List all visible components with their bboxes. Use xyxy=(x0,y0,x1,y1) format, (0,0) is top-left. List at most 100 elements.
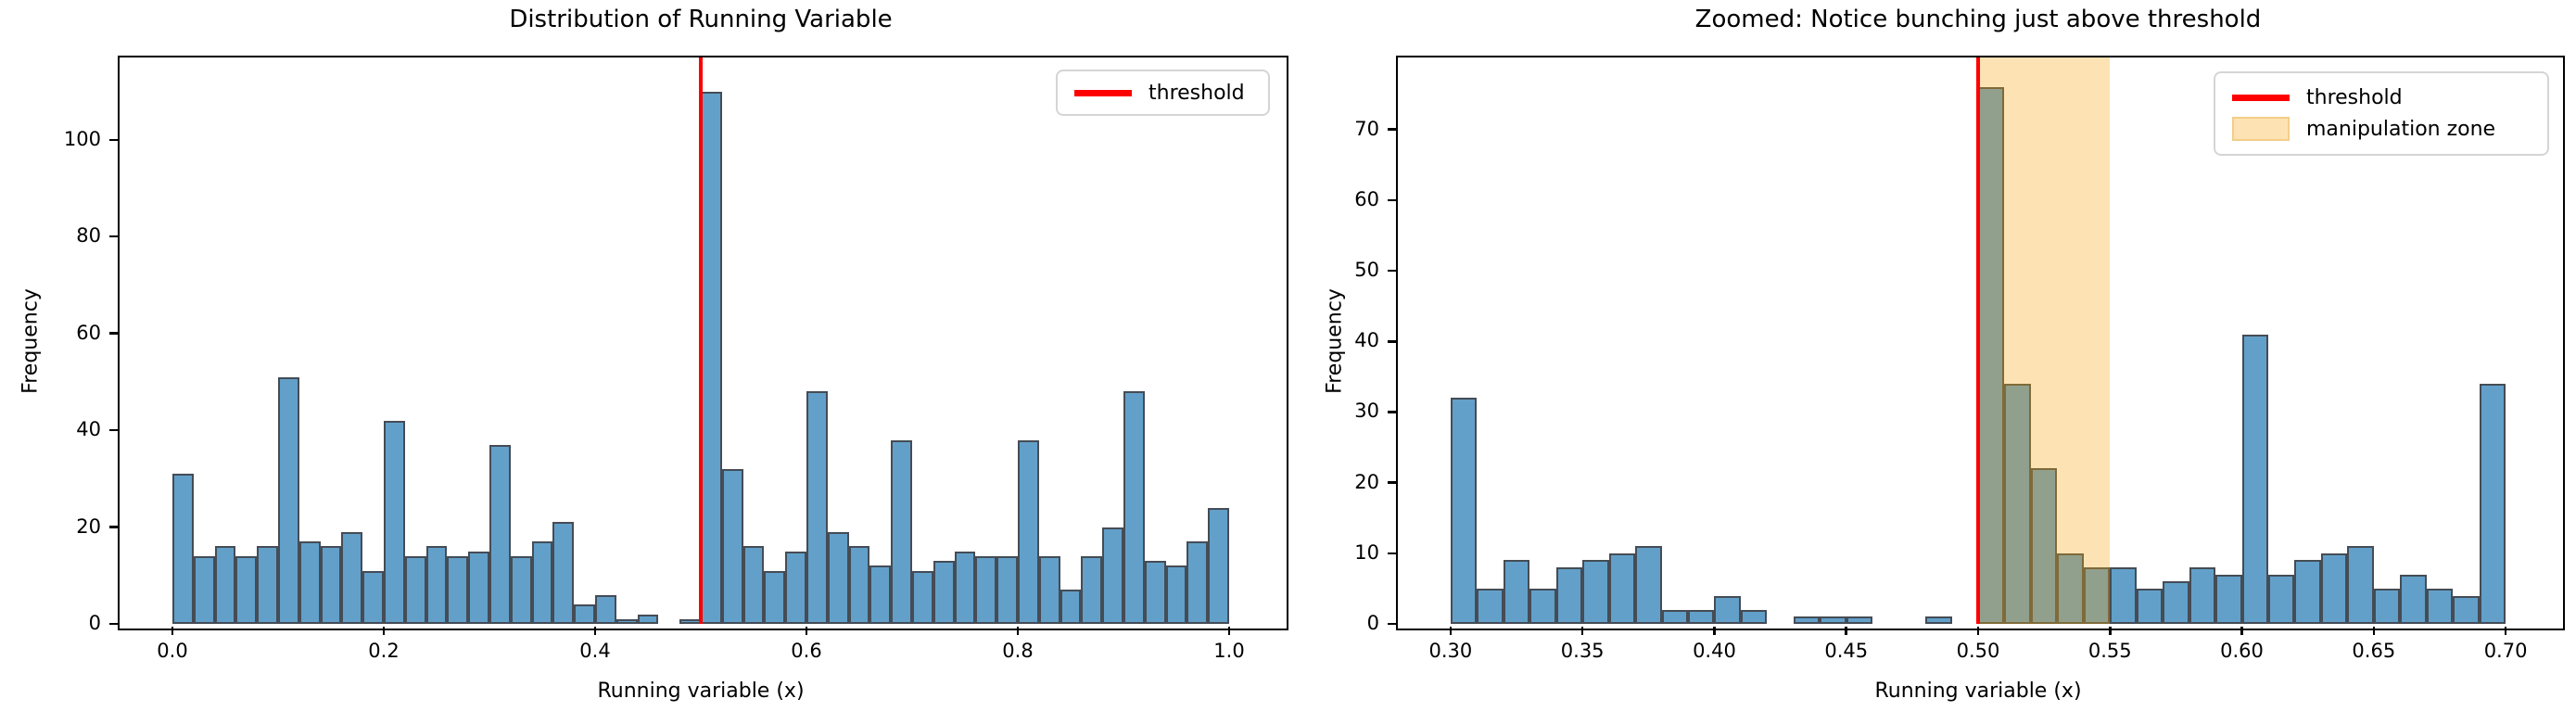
left-histogram-bar xyxy=(257,546,278,624)
right-y-tick-mark xyxy=(1387,481,1396,484)
left-y-tick-label: 80 xyxy=(76,224,101,248)
left-y-tick-mark xyxy=(108,622,118,626)
right-histogram-bar xyxy=(1477,588,1504,624)
left-histogram-bar xyxy=(531,541,553,624)
left-histogram-bar xyxy=(1102,527,1123,624)
right-histogram-bar xyxy=(2215,574,2242,624)
right-histogram-bar xyxy=(1925,616,1952,624)
right-y-tick-mark xyxy=(1387,411,1396,413)
right-x-tick-mark xyxy=(2504,626,2507,635)
right-histogram-bar xyxy=(1555,567,1583,624)
left-histogram-bar xyxy=(721,468,743,624)
right-plot-title: Zoomed: Notice bunching just above thres… xyxy=(1694,6,2262,33)
left-x-tick-mark xyxy=(1227,626,1231,635)
right-y-tick-label: 70 xyxy=(1354,117,1379,140)
right-histogram-bar xyxy=(2400,574,2427,624)
right-threshold-line xyxy=(1976,57,1980,624)
left-histogram-bar xyxy=(404,555,426,624)
legend-label-threshold: threshold xyxy=(2306,86,2403,109)
right-x-tick-label: 0.65 xyxy=(2352,640,2396,662)
left-x-tick-label: 0.0 xyxy=(157,640,188,662)
right-x-tick-label: 0.55 xyxy=(2087,640,2132,662)
right-histogram-bar xyxy=(1688,609,1715,624)
right-y-tick-label: 0 xyxy=(1366,612,1379,634)
left-y-tick-mark xyxy=(108,138,118,142)
left-x-tick-mark xyxy=(382,626,386,635)
left-y-tick-mark xyxy=(108,332,118,335)
right-y-tick-mark xyxy=(1387,198,1396,202)
right-histogram-bar xyxy=(2163,581,2189,624)
right-plot-legend: threshold manipulation zone xyxy=(2214,71,2549,156)
right-histogram-bar xyxy=(2426,588,2454,624)
right-x-tick-label: 0.70 xyxy=(2483,640,2528,662)
left-histogram-bar xyxy=(912,570,933,624)
right-y-tick-mark xyxy=(1387,128,1396,131)
right-histogram-bar xyxy=(2347,546,2374,624)
legend-label-threshold: threshold xyxy=(1148,81,1245,105)
legend-label-manipulation-zone: manipulation zone xyxy=(2306,117,2496,141)
legend-row-threshold: threshold xyxy=(1074,82,1253,105)
left-histogram-bar xyxy=(615,618,638,624)
left-histogram-bar xyxy=(320,546,342,624)
left-histogram-bar xyxy=(701,91,722,624)
left-y-tick-mark xyxy=(108,428,118,432)
right-x-tick-mark xyxy=(1449,626,1453,635)
left-y-tick-mark xyxy=(108,526,118,528)
left-x-tick-label: 0.8 xyxy=(1002,640,1034,662)
right-histogram-bar xyxy=(1846,616,1873,624)
right-histogram-bar xyxy=(2030,468,2058,624)
left-histogram-bar xyxy=(1060,590,1082,624)
left-histogram-bar xyxy=(1165,565,1187,624)
right-x-tick-label: 0.50 xyxy=(1956,640,2000,662)
right-histogram-bar xyxy=(2373,588,2401,624)
left-threshold-line xyxy=(699,57,703,624)
right-x-tick-label: 0.30 xyxy=(1428,640,1473,662)
right-histogram-bar xyxy=(2268,574,2295,624)
left-histogram-bar xyxy=(278,376,299,624)
right-x-tick-label: 0.35 xyxy=(1560,640,1605,662)
right-histogram-bar xyxy=(1740,609,1768,624)
left-histogram-bar xyxy=(447,555,469,624)
left-histogram-bar xyxy=(891,439,912,624)
left-histogram-bar xyxy=(1208,507,1229,624)
right-histogram-bar xyxy=(1978,86,2005,624)
right-histogram-bar xyxy=(2294,560,2321,624)
left-plot-xlabel: Running variable (x) xyxy=(597,680,805,703)
left-histogram-bar xyxy=(235,555,258,624)
right-y-tick-label: 20 xyxy=(1354,470,1379,493)
right-histogram-bar xyxy=(2189,567,2216,624)
right-x-tick-mark xyxy=(1580,626,1584,635)
right-x-tick-mark xyxy=(1713,626,1716,635)
left-histogram-bar xyxy=(785,551,806,624)
right-x-tick-mark xyxy=(1976,626,1980,635)
left-histogram-bar xyxy=(764,570,786,624)
left-histogram-bar xyxy=(1038,555,1060,624)
right-histogram-bar xyxy=(1529,588,1556,624)
right-histogram-bar xyxy=(1661,609,1688,624)
left-x-tick-label: 0.6 xyxy=(791,640,822,662)
right-histogram-bar xyxy=(2479,383,2506,624)
left-histogram-bar xyxy=(1186,541,1209,624)
threshold-line-swatch xyxy=(1074,89,1132,96)
left-histogram-bar xyxy=(1123,391,1145,624)
right-y-tick-label: 30 xyxy=(1354,400,1379,423)
left-histogram-bar xyxy=(996,555,1018,624)
left-histogram-bar xyxy=(954,551,976,624)
right-histogram-bar xyxy=(2136,588,2164,624)
left-histogram-bar xyxy=(552,522,575,624)
left-y-tick-label: 20 xyxy=(76,514,101,538)
right-x-tick-mark xyxy=(2240,626,2243,635)
left-histogram-bar xyxy=(193,555,215,624)
left-histogram-bar xyxy=(341,531,363,624)
left-histogram-bar xyxy=(848,546,870,624)
left-histogram-bar xyxy=(489,444,511,624)
right-histogram-bar xyxy=(1714,595,1741,624)
right-x-tick-label: 0.40 xyxy=(1693,640,1736,662)
left-x-tick-mark xyxy=(171,626,174,635)
legend-row-threshold: threshold xyxy=(2232,86,2532,109)
right-y-tick-label: 50 xyxy=(1354,259,1379,282)
right-x-tick-mark xyxy=(1845,626,1847,635)
right-histogram-bar xyxy=(2453,595,2480,624)
right-histogram-bar xyxy=(1503,560,1530,624)
left-histogram-bar xyxy=(214,546,236,624)
